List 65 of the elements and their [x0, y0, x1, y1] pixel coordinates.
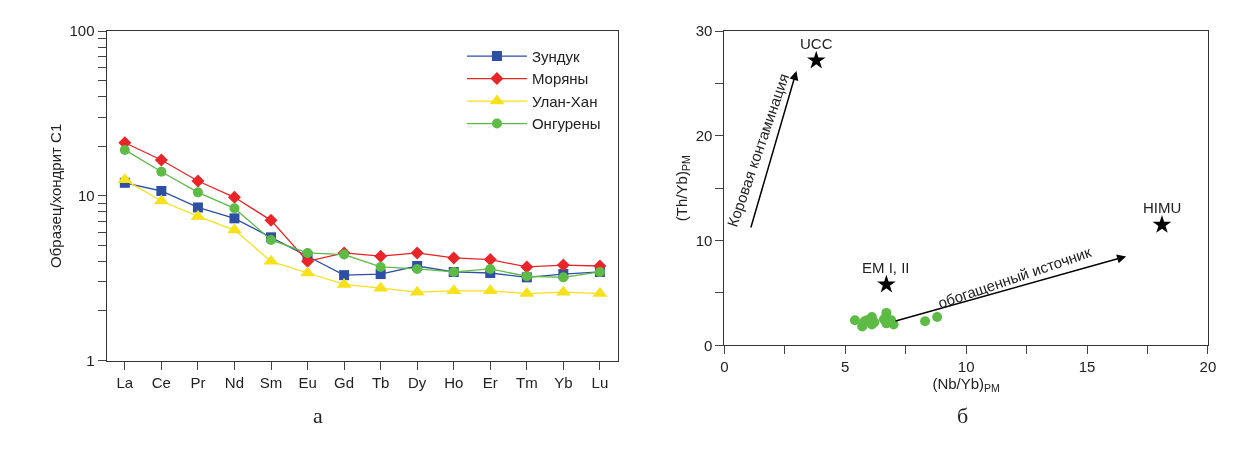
point: [520, 260, 534, 274]
y-tick-label: 30: [695, 22, 713, 40]
x-tick-label: 15: [1078, 358, 1096, 376]
y-tick-label: 10: [695, 231, 713, 249]
point: [227, 190, 241, 204]
annotation: EM I, II: [862, 259, 910, 276]
point: [264, 213, 278, 227]
point: [849, 315, 860, 326]
point: [374, 249, 388, 263]
text: а: [313, 403, 323, 428]
y-tick-label: 20: [695, 127, 713, 145]
point: [881, 307, 892, 318]
point: [156, 185, 167, 196]
point: [1152, 215, 1172, 233]
point: [806, 50, 826, 69]
x-tick-label: Dy: [408, 373, 427, 391]
legend-label: Улан-Хан: [531, 92, 598, 110]
point: [191, 174, 205, 188]
point: [556, 258, 570, 272]
point: [410, 246, 424, 260]
x-tick-label: La: [116, 373, 134, 391]
point: [229, 213, 240, 224]
y-tick-label: 10: [77, 187, 95, 205]
text: б: [957, 403, 969, 428]
legend-label: Зундук: [531, 47, 581, 65]
point: [877, 274, 896, 293]
y-tick-label: 100: [69, 22, 95, 40]
x-tick-label: Ho: [444, 373, 464, 391]
point: [447, 251, 461, 265]
x-tick-label: Tb: [371, 373, 390, 391]
x-tick-label: Gd: [334, 373, 355, 391]
point: [302, 247, 313, 258]
point: [119, 144, 130, 155]
point: [156, 166, 167, 177]
x-tick-label: Sm: [259, 373, 283, 391]
point: [920, 316, 931, 327]
x-tick-label: 10: [957, 358, 975, 376]
point: [375, 261, 386, 272]
annotation: UCC: [800, 35, 833, 52]
point: [154, 153, 168, 167]
x-tick-label: Pr: [190, 373, 206, 391]
x-tick-label: Ce: [151, 373, 171, 391]
x-tick-label: Lu: [591, 373, 609, 391]
legend-label: Онгурены: [531, 115, 601, 133]
x-tick-label: Tm: [515, 373, 538, 391]
x-tick-label: 20: [1199, 358, 1217, 376]
x-tick-label: Eu: [298, 373, 317, 391]
x-axis-title: (Nb/Yb)$_{PM}$: [932, 375, 1000, 395]
legend-label: Моряны: [531, 70, 589, 88]
y-tick-label: 0: [704, 336, 713, 354]
annotation: HIMU: [1143, 199, 1182, 216]
x-tick-label: Er: [482, 373, 498, 391]
y-tick-label: 1: [86, 351, 95, 369]
x-tick-label: 0: [720, 358, 729, 376]
point: [339, 270, 350, 281]
point: [485, 263, 496, 274]
point: [192, 202, 203, 213]
x-tick-label: Yb: [554, 373, 573, 391]
y-axis-title: Образец/хондрит C1: [46, 123, 64, 268]
point: [229, 203, 240, 214]
point: [483, 253, 497, 267]
x-tick-label: 5: [841, 358, 850, 376]
point: [192, 187, 203, 198]
x-tick-label: Nd: [224, 373, 245, 391]
point: [932, 312, 943, 323]
